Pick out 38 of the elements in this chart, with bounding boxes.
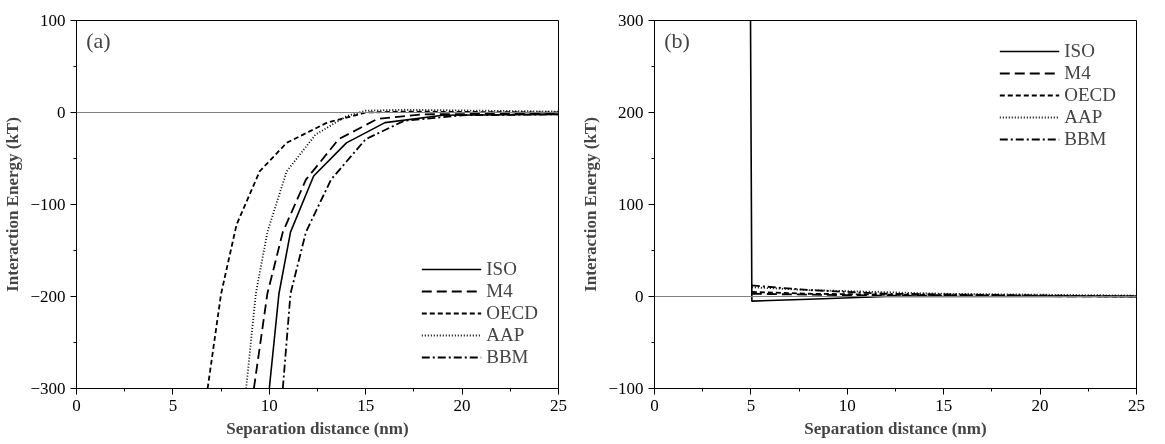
x-tick-label: 15 [357, 395, 375, 415]
x-tick-label: 20 [1031, 395, 1049, 415]
x-tick-label: 0 [650, 395, 659, 415]
y-tick-label: 0 [635, 287, 644, 306]
x-axis-title: Separation distance (nm) [804, 418, 987, 438]
y-tick-label: 200 [618, 103, 644, 122]
y-tick-label: 100 [40, 11, 66, 30]
legend-label: M4 [1064, 62, 1091, 84]
x-tick-label: 20 [453, 395, 471, 415]
y-tick-label: 0 [57, 103, 66, 122]
legend-label: OECD [1064, 84, 1116, 106]
y-tick-label: 100 [618, 195, 644, 214]
x-tick-label: 0 [72, 395, 81, 415]
x-tick-label: 15 [935, 395, 953, 415]
x-tick-label: 25 [1128, 395, 1145, 415]
y-tick-label: −100 [608, 379, 644, 398]
legend-label: BBM [486, 346, 529, 368]
annotation: (a) [86, 27, 111, 53]
legend-label: AAP [1064, 106, 1103, 128]
x-tick-label: 5 [746, 395, 756, 415]
legend-label: M4 [486, 280, 513, 302]
legend-label: ISO [486, 258, 517, 280]
y-axis-title: Interaction Energy (kT) [581, 117, 601, 292]
y-tick-label: −100 [30, 195, 66, 214]
y-tick-label: −200 [30, 287, 66, 306]
x-tick-label: 25 [550, 395, 567, 415]
y-axis-title: Interaction Energy (kT) [3, 117, 23, 292]
x-tick-label: 10 [838, 395, 856, 415]
legend-label: OECD [486, 302, 538, 324]
x-axis-title: Separation distance (nm) [226, 418, 409, 438]
y-tick-label: −300 [30, 379, 66, 398]
legend-label: ISO [1064, 40, 1095, 62]
y-tick-label: 300 [618, 11, 644, 30]
legend-label: BBM [1064, 128, 1107, 150]
annotation: (b) [664, 27, 690, 53]
legend-label: AAP [486, 324, 525, 346]
x-tick-label: 10 [260, 395, 278, 415]
x-tick-label: 5 [168, 395, 178, 415]
